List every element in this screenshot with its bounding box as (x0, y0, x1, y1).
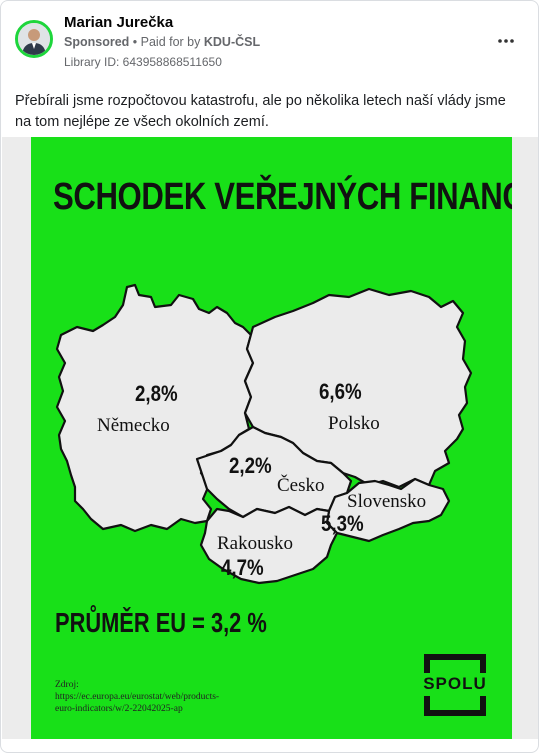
spolu-logo: SPOLU (422, 654, 488, 716)
map-slovakia (325, 477, 451, 543)
paid-for-label: • Paid for by (132, 35, 201, 49)
germany-name: Německo (97, 415, 170, 436)
post-header: Marian Jurečka Sponsored • Paid for by K… (1, 1, 538, 81)
source-url-line-2: euro-indicators/w/2-22042025-ap (55, 704, 183, 714)
author-avatar[interactable] (15, 20, 53, 58)
post-text: Přebírali jsme rozpočtovou katastrofu, a… (15, 93, 506, 130)
library-id: Library ID: 643958868511650 (64, 55, 222, 69)
poland-value: 6,6% (319, 379, 362, 404)
payer-name[interactable]: KDU-ČSL (203, 35, 261, 49)
sponsored-line: Sponsored • Paid for by KDU-ČSL (64, 35, 260, 49)
source-label: Zdroj: (55, 680, 79, 690)
central-europe-map (55, 283, 473, 585)
slovakia-name: Slovensko (347, 491, 427, 512)
czechia-name: Česko (277, 475, 325, 496)
source-url-line-1: https://ec.europa.eu/eurostat/web/produc… (55, 692, 220, 702)
eu-average: PRŮMĚR EU = 3,2 % (55, 607, 267, 638)
person-avatar-icon (18, 23, 50, 55)
author-name[interactable]: Marian Jurečka (64, 14, 174, 31)
source-note: Zdroj: https://ec.europa.eu/eurostat/web… (55, 679, 275, 715)
logo-text: SPOLU (423, 674, 487, 693)
map-austria (199, 505, 339, 585)
more-options-icon[interactable] (494, 31, 518, 51)
germany-value: 2,8% (135, 381, 178, 406)
slovakia-value: 5,3% (321, 511, 364, 536)
austria-name: Rakousko (217, 533, 293, 554)
poland-name: Polsko (328, 413, 380, 434)
czechia-value: 2,2% (229, 453, 272, 478)
ad-image[interactable]: SCHODEK VEŘEJNÝCH FINANCÍ 2,8% Německo 6… (31, 137, 512, 739)
austria-value: 4,7% (221, 555, 264, 580)
sponsored-label[interactable]: Sponsored (64, 35, 130, 49)
